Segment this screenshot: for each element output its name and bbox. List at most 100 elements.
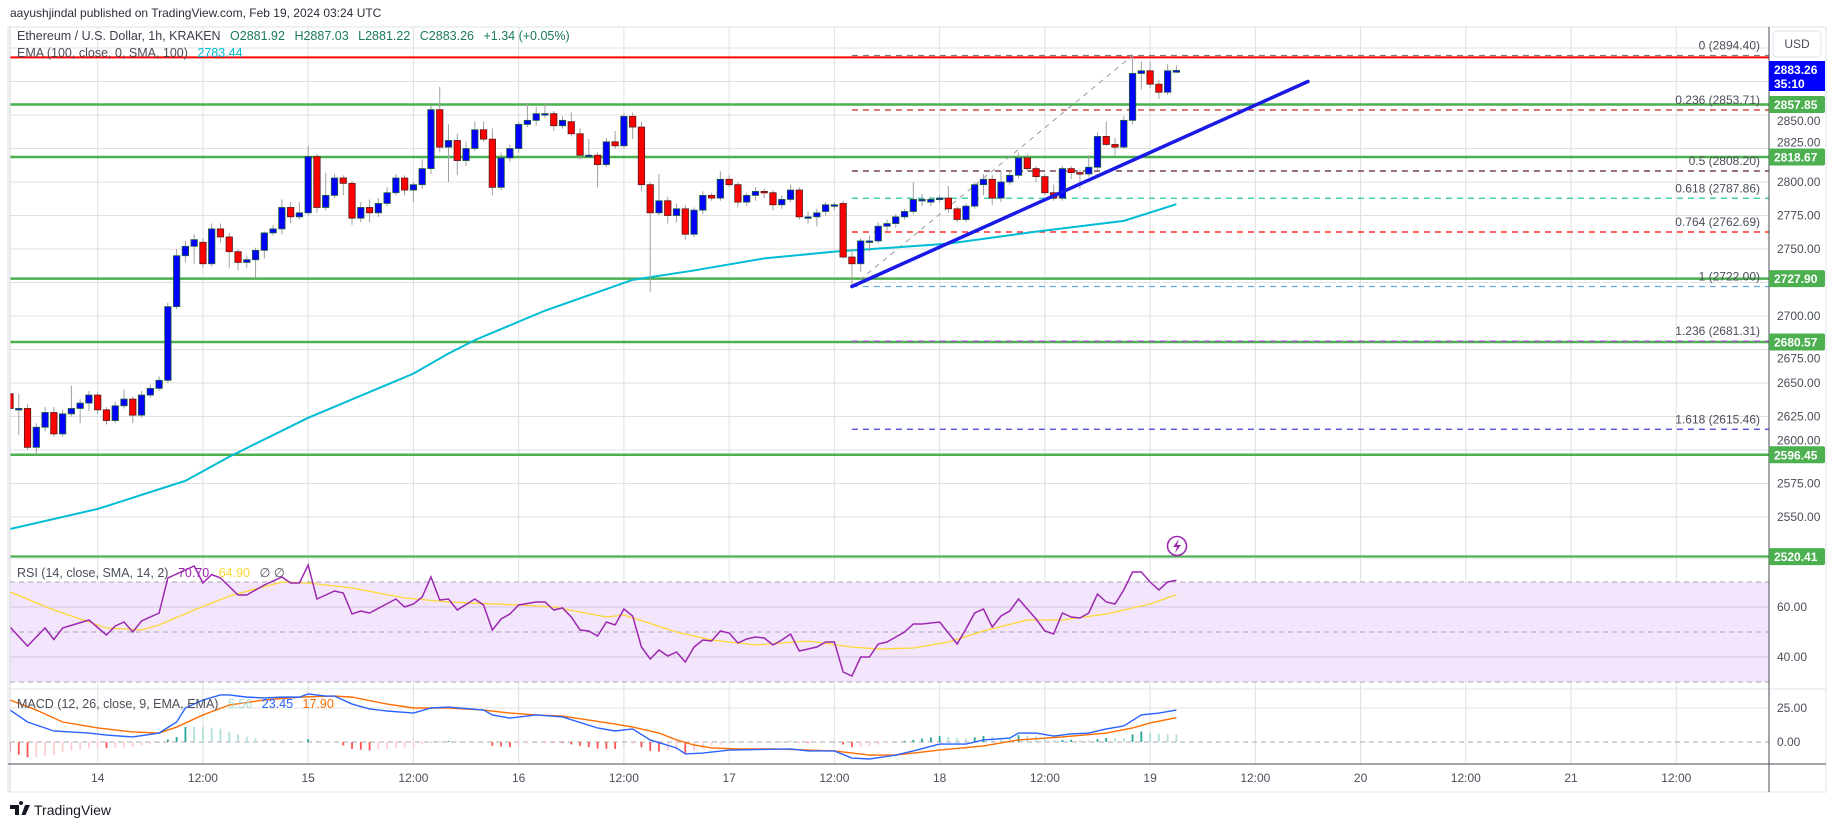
macd-histogram-bar <box>17 742 20 755</box>
macd-histogram-bar <box>35 742 38 757</box>
candle-body <box>892 216 900 224</box>
candle-body <box>120 398 128 407</box>
candle <box>1155 80 1163 99</box>
macd-histogram-bar <box>1061 740 1064 742</box>
time-label: 21 <box>1564 771 1578 785</box>
candle-body <box>365 207 374 214</box>
candle-body <box>664 200 672 216</box>
macd-tick-label: 0.00 <box>1777 735 1801 749</box>
macd-histogram-bar <box>482 742 485 743</box>
candle <box>997 171 1005 203</box>
candle-body <box>1102 136 1110 145</box>
ema-line <box>10 203 1177 531</box>
tradingview-logo[interactable]: TradingView <box>10 801 112 818</box>
macd-histogram-bar <box>956 737 959 742</box>
candle-body <box>401 177 409 191</box>
candle-body <box>129 398 137 416</box>
currency-button[interactable]: USD <box>1772 30 1822 58</box>
rsi-legend[interactable]: RSI (14, close, SMA, 14, 2) 70.70 64.90 … <box>17 566 285 580</box>
candle-body <box>541 113 549 116</box>
symbol-legend[interactable]: Ethereum / U.S. Dollar, 1h, KRAKEN O2881… <box>17 29 570 43</box>
candle <box>672 203 681 223</box>
macd-histogram-bar <box>763 742 766 743</box>
macd-histogram-bar <box>61 742 64 752</box>
candle-body <box>1067 168 1075 174</box>
macd-histogram-bar <box>219 728 222 742</box>
candle-body <box>462 148 470 161</box>
time-label: 17 <box>722 771 736 785</box>
rsi-pane[interactable] <box>10 562 1177 677</box>
level-price-badge <box>1769 270 1825 288</box>
candle <box>515 121 523 153</box>
candle <box>102 407 111 425</box>
candle-body <box>532 113 540 121</box>
macd-histogram-bar <box>807 742 809 743</box>
candle <box>1172 65 1181 74</box>
candle <box>892 214 900 228</box>
candle-body <box>1058 168 1066 199</box>
macd-histogram-bar <box>1052 740 1055 742</box>
price-axis[interactable]: 2850.00 2825.00 2800.00 2775.00 2750.00 2700.… <box>1777 114 1821 749</box>
candle <box>1041 173 1049 196</box>
macd-histogram-bar <box>701 742 704 749</box>
candle <box>558 116 567 129</box>
macd-histogram-bar <box>965 738 967 742</box>
macd-histogram-bar <box>333 742 336 743</box>
macd-legend[interactable]: MACD (12, 26, close, 9, EMA, EMA) 5.56 2… <box>17 697 334 711</box>
macd-pane[interactable] <box>9 693 1178 760</box>
macd-line <box>10 693 1177 760</box>
macd-histogram-bar <box>815 742 818 743</box>
candle-body <box>418 168 426 186</box>
candle <box>488 128 496 196</box>
candle <box>173 249 181 310</box>
fib-level-label: 0.236 (2853.71) <box>1675 93 1760 107</box>
candle-body <box>15 408 23 411</box>
time-axis[interactable]: 14 12:00 15 12:00 16 12:00 17 12:00 18 12:00 19 12:… <box>91 771 1692 785</box>
macd-histogram-bar <box>1017 735 1020 742</box>
candle <box>979 173 988 196</box>
candle <box>357 202 365 223</box>
candle-body <box>1111 144 1119 148</box>
candle-body <box>444 140 453 148</box>
ema-legend[interactable]: EMA (100, close, 0, SMA, 100) 2783.44 <box>17 46 243 60</box>
chart-frame <box>7 26 1827 793</box>
candle-body <box>427 109 435 169</box>
candle <box>50 407 58 437</box>
candle <box>690 207 698 237</box>
price-pane[interactable]: 0 (2894.40) 0.236 (2853.71) 0.5 (2808.20) 0… <box>7 39 1769 558</box>
macd-histogram-bar <box>280 740 283 742</box>
macd-histogram-bar <box>833 742 836 743</box>
candle <box>23 404 32 450</box>
rsi-value: 70.70 <box>178 566 209 580</box>
candle-body <box>672 208 681 216</box>
price-tick-label: 2850.00 <box>1777 114 1821 128</box>
candle-body <box>953 208 961 220</box>
candle-body <box>585 154 593 158</box>
candle-body <box>488 138 496 188</box>
candle <box>830 202 838 211</box>
macd-histogram-bar <box>70 742 73 751</box>
candle-body <box>734 184 742 203</box>
candle-body <box>743 194 751 203</box>
candle-body <box>41 412 49 428</box>
macd-histogram-bar <box>237 734 239 742</box>
macd-histogram-bar <box>131 742 134 748</box>
candle <box>909 182 917 215</box>
macd-histogram-bar <box>1166 734 1169 742</box>
candle <box>900 208 909 220</box>
macd-histogram-bar <box>386 742 389 749</box>
candle-body <box>146 387 154 396</box>
rsi-band <box>10 582 1769 682</box>
macd-histogram-bar <box>105 742 108 749</box>
candle <box>611 131 619 149</box>
candle <box>348 180 356 225</box>
macd-histogram-bar <box>1175 734 1178 742</box>
macd-histogram-bar <box>921 738 923 742</box>
candle <box>497 152 505 191</box>
lightning-icon[interactable] <box>1166 535 1188 557</box>
candle-body <box>1120 119 1128 148</box>
macd-histogram-bar <box>403 742 406 748</box>
candle-body <box>769 192 777 206</box>
candle <box>865 235 874 252</box>
